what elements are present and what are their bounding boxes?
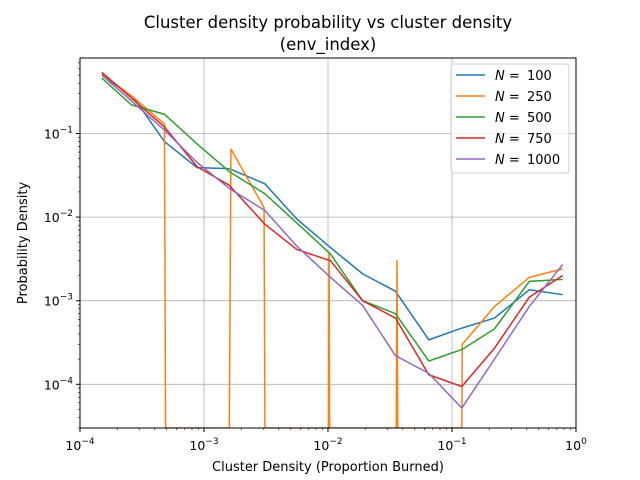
legend-label-prefix: N = [495,111,520,126]
legend-label-prefix: N = [495,69,520,84]
y-tick-base: 10 [44,294,60,309]
chart-title: Cluster density probability vs cluster d… [144,13,513,32]
series-line-n-1000 [101,74,564,409]
x-tick-base: 10 [65,438,81,453]
series-layer [101,71,564,428]
legend-label-value: 500 [527,111,552,126]
x-tick-exponent: −2 [329,437,342,447]
x-tick-base: 10 [189,438,205,453]
x-tick-exponent: −4 [81,437,95,447]
y-tick-exponent: −1 [60,125,73,135]
x-tick-label: 100 [565,437,587,453]
y-tick-exponent: −2 [60,209,73,219]
y-axis-label: Probability Density [16,182,31,305]
legend-label-value: 750 [527,132,552,147]
x-tick-exponent: 0 [581,437,587,447]
legend-label-value: 100 [527,69,552,84]
x-tick-label: 10−3 [189,437,218,453]
series-line-n-500 [101,77,563,362]
y-tick-base: 10 [44,126,60,141]
legend-box [450,63,570,174]
x-tick-base: 10 [437,438,453,453]
y-tick-label: 10−4 [44,376,73,392]
y-tick-label: 10−3 [44,293,73,309]
legend: N = 100 N = 250 N = 500 N = 750 N = 1000 [450,63,570,174]
x-tick-base: 10 [565,438,581,453]
x-tick-exponent: −1 [453,437,466,447]
x-tick-base: 10 [313,438,329,453]
x-tick-label: 10−4 [65,437,94,453]
y-tick-base: 10 [44,210,60,225]
legend-label-prefix: N = [495,132,520,147]
x-axis-label: Cluster Density (Proportion Burned) [212,460,444,475]
y-tick-label: 10−1 [44,125,73,141]
y-tick-base: 10 [44,377,60,392]
x-tick-exponent: −3 [205,437,218,447]
y-tick-exponent: −3 [60,293,73,303]
y-tick-label: 10−2 [44,209,73,225]
legend-label-prefix: N = [495,153,520,168]
x-tick-label: 10−2 [313,437,342,453]
series-line-n-100 [101,74,563,341]
legend-label-value: 250 [527,90,552,105]
chart-subtitle: (env_index) [280,35,377,55]
x-tick-label: 10−1 [437,437,466,453]
legend-label-prefix: N = [495,90,520,105]
series-line-n-750 [101,71,564,388]
y-tick-exponent: −4 [60,376,74,386]
legend-label-value: 1000 [527,153,560,168]
